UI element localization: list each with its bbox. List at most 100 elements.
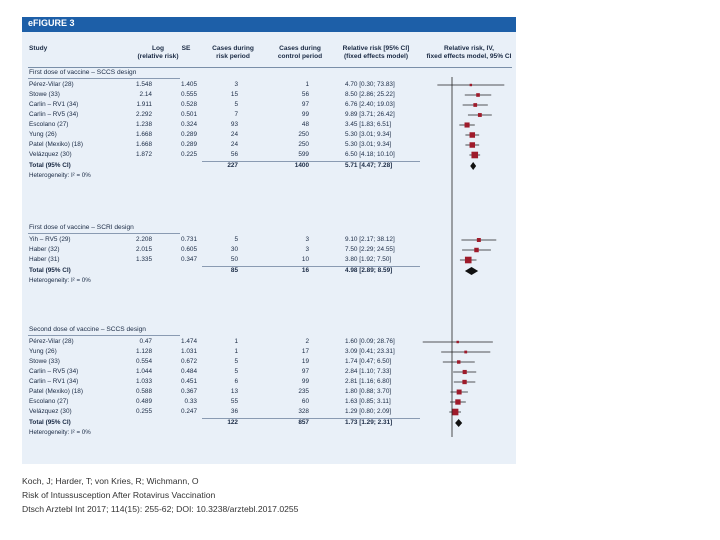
cases-risk-value: 3 <box>234 81 238 88</box>
cases-control-value: 97 <box>301 101 309 108</box>
point-estimate-square <box>473 103 478 107</box>
header-cases-risk: Cases during risk period <box>212 45 254 60</box>
point-estimate-square <box>469 142 476 148</box>
study-name: Escolano (27) <box>29 398 69 405</box>
cases-risk-value: 15 <box>230 91 238 98</box>
rr-ci-value: 7.50 [2.29; 24.55] <box>345 246 395 253</box>
cases-risk-value: 13 <box>230 388 238 395</box>
study-name: Stowe (33) <box>29 358 60 365</box>
cases-risk-value: 93 <box>230 121 238 128</box>
cases-control-value: 99 <box>301 378 309 385</box>
cases-control-value: 235 <box>298 388 309 395</box>
cases-control-value: 328 <box>298 408 309 415</box>
rr-ci-value: 5.30 [3.01; 9.34] <box>345 141 392 148</box>
rr-ci-value: 2.84 [1.10; 7.33] <box>345 368 392 375</box>
heterogeneity-label: Heterogeneity: I² = 0% <box>29 429 91 436</box>
se-value: 0.451 <box>181 378 197 385</box>
total-cases-risk: 227 <box>227 162 238 169</box>
point-estimate-square <box>456 389 462 395</box>
total-label: Total (95% CI) <box>29 419 71 426</box>
point-estimate-square <box>456 340 459 344</box>
rr-ci-value: 3.80 [1.92; 7.50] <box>345 256 392 263</box>
point-estimate-square <box>462 379 467 385</box>
rr-ci-value: 9.89 [3.71; 26.42] <box>345 111 395 118</box>
total-label: Total (95% CI) <box>29 162 71 169</box>
log-rr-value: 0.554 <box>136 358 152 365</box>
rr-ci-value: 3.09 [0.41; 23.31] <box>345 348 395 355</box>
rr-ci-value: 6.50 [4.18; 10.10] <box>345 151 395 158</box>
point-estimate-square <box>455 399 461 405</box>
cases-control-value: 3 <box>305 246 309 253</box>
se-value: 0.367 <box>181 388 197 395</box>
header-study: Study <box>29 45 48 52</box>
header-se: SE <box>181 45 191 52</box>
cases-control-value: 17 <box>301 348 309 355</box>
point-estimate-square <box>469 83 473 87</box>
log-rr-value: 2.208 <box>136 236 152 243</box>
header-cases-control: Cases during control period <box>277 45 323 60</box>
header-rr-ci: Relative risk [95% CI] (fixed effects mo… <box>342 45 410 60</box>
cases-control-value: 97 <box>301 368 309 375</box>
log-rr-value: 1.238 <box>136 121 152 128</box>
se-value: 1.474 <box>181 338 197 345</box>
point-estimate-square <box>469 132 476 138</box>
source-title: Risk of Intussusception After Rotavirus … <box>22 490 216 500</box>
figure-title-bar: eFIGURE 3 <box>22 17 516 32</box>
se-value: 0.225 <box>181 151 197 158</box>
total-cases-risk: 122 <box>227 419 238 426</box>
se-value: 0.672 <box>181 358 197 365</box>
se-value: 0.501 <box>181 111 197 118</box>
se-value: 0.528 <box>181 101 197 108</box>
cases-risk-value: 56 <box>230 151 238 158</box>
log-rr-value: 2.015 <box>136 246 152 253</box>
log-rr-value: 0.255 <box>136 408 152 415</box>
log-rr-value: 1.128 <box>136 348 152 355</box>
point-estimate-square <box>451 408 459 416</box>
study-name: Patel (Mexiko) (18) <box>29 141 83 148</box>
se-value: 0.33 <box>184 398 197 405</box>
rr-ci-value: 5.30 [3.01; 9.34] <box>345 131 392 138</box>
summary-diamond <box>464 267 479 275</box>
rr-ci-value: 1.80 [0.88; 3.70] <box>345 388 392 395</box>
study-name: Carlin – RV5 (34) <box>29 368 79 375</box>
se-value: 1.405 <box>181 81 197 88</box>
cases-control-value: 19 <box>301 358 309 365</box>
cases-risk-value: 7 <box>234 111 238 118</box>
forest-plot-figure: eFIGURE 3 Study Log (relative risk) SE C… <box>22 17 516 464</box>
study-name: Patel (Mexiko) (18) <box>29 388 83 395</box>
cases-risk-value: 5 <box>234 236 238 243</box>
study-name: Stowe (33) <box>29 91 60 98</box>
point-estimate-square <box>457 360 461 364</box>
cases-control-value: 56 <box>301 91 309 98</box>
point-estimate-square <box>476 238 481 242</box>
summary-diamond <box>455 419 463 427</box>
log-rr-value: 0.588 <box>136 388 152 395</box>
figure-title: eFIGURE 3 <box>28 18 75 28</box>
cases-risk-value: 1 <box>234 338 238 345</box>
log-rr-value: 1.548 <box>136 81 152 88</box>
total-divider <box>202 266 420 267</box>
rr-ci-value: 6.76 [2.40; 19.03] <box>345 101 395 108</box>
section-title: First dose of vaccine – SCRI design <box>29 224 134 231</box>
cases-control-value: 2 <box>305 338 309 345</box>
rr-ci-value: 1.74 [0.47; 6.50] <box>345 358 392 365</box>
log-rr-value: 1.872 <box>136 151 152 158</box>
rr-ci-value: 9.10 [2.17; 38.12] <box>345 236 395 243</box>
point-estimate-square <box>462 369 467 375</box>
se-value: 0.289 <box>181 131 197 138</box>
log-rr-value: 0.47 <box>139 338 152 345</box>
se-value: 0.484 <box>181 368 197 375</box>
log-rr-value: 1.044 <box>136 368 152 375</box>
se-value: 0.347 <box>181 256 197 263</box>
study-name: Carlin – RV5 (34) <box>29 111 79 118</box>
log-rr-value: 1.668 <box>136 131 152 138</box>
cases-control-value: 3 <box>305 236 309 243</box>
cases-risk-value: 5 <box>234 368 238 375</box>
total-rr-ci: 5.71 [4.47; 7.28] <box>345 162 393 169</box>
point-estimate-square <box>476 93 480 97</box>
cases-control-value: 48 <box>301 121 309 128</box>
study-name: Carlin – RV1 (34) <box>29 378 79 385</box>
se-value: 0.555 <box>181 91 197 98</box>
total-label: Total (95% CI) <box>29 267 71 274</box>
heterogeneity-label: Heterogeneity: I² = 0% <box>29 172 91 179</box>
